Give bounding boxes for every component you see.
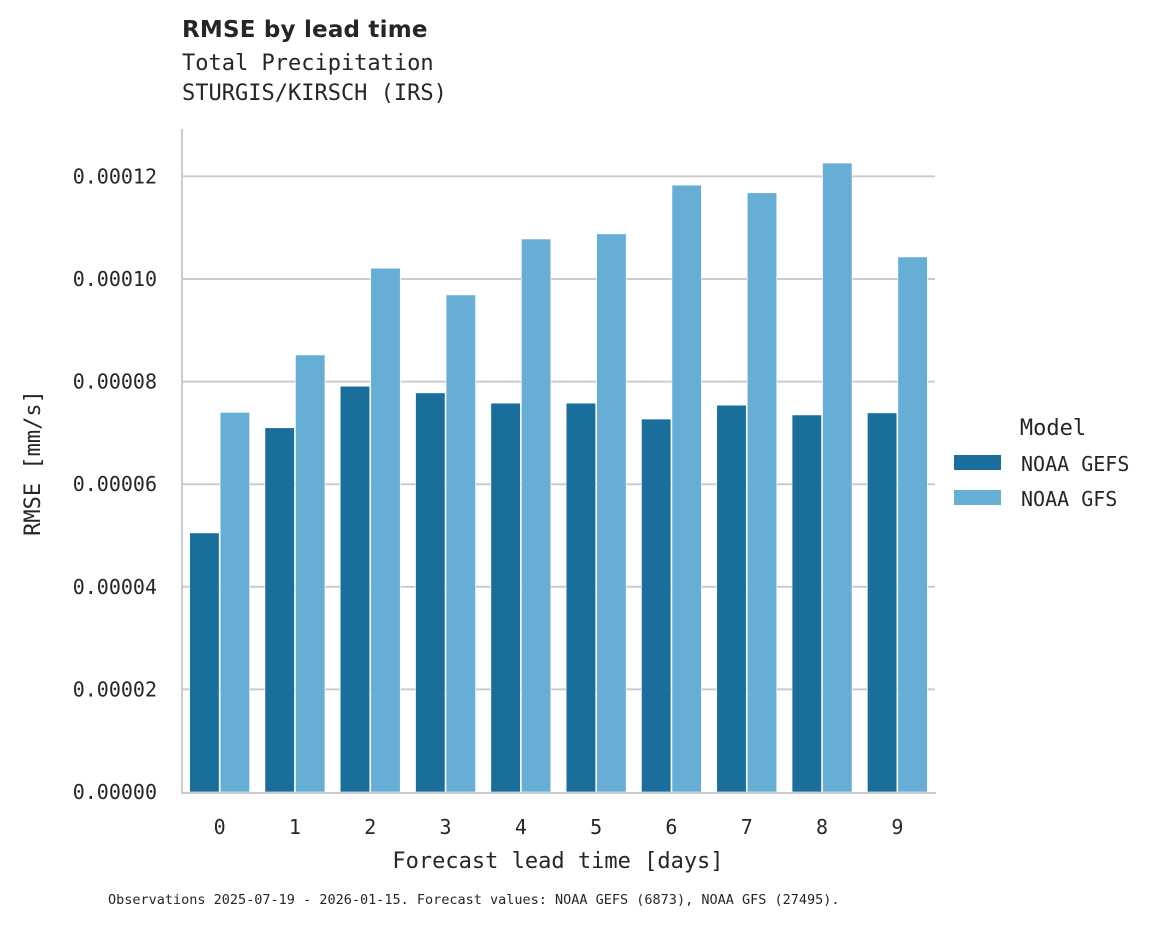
bar-noaa-gfs-lead-6 <box>671 184 702 793</box>
x-tick-label: 3 <box>440 815 452 839</box>
bar-noaa-gefs-lead-1 <box>264 427 295 793</box>
y-tick-label: 0.00012 <box>73 164 157 188</box>
x-tick-label: 4 <box>515 815 527 839</box>
x-tick-label: 0 <box>214 815 226 839</box>
legend-swatch-gefs <box>954 455 1001 470</box>
chart-title: RMSE by lead time <box>182 17 428 43</box>
bar-noaa-gfs-lead-7 <box>746 192 778 793</box>
bar-noaa-gefs-lead-2 <box>339 385 371 793</box>
bar-noaa-gefs-lead-4 <box>490 402 521 793</box>
bar-noaa-gfs-lead-3 <box>445 294 476 793</box>
x-tick-label: 1 <box>289 815 301 839</box>
bar-noaa-gfs-lead-4 <box>521 238 552 793</box>
bar-noaa-gfs-lead-1 <box>295 354 326 793</box>
y-tick-label: 0.00002 <box>73 677 157 701</box>
gridlines <box>182 175 935 691</box>
y-tick-label: 0.00010 <box>73 267 157 291</box>
legend-title: Model <box>1020 416 1086 441</box>
x-tick-label: 9 <box>891 815 903 839</box>
chart-caption: Observations 2025-07-19 - 2026-01-15. Fo… <box>108 892 840 908</box>
bar-noaa-gefs-lead-3 <box>415 392 446 793</box>
bar-noaa-gefs-lead-9 <box>867 412 898 793</box>
y-tick-label: 0.00004 <box>73 575 157 599</box>
x-tick-label: 6 <box>665 815 677 839</box>
chart-subtitle-variable: Total Precipitation <box>182 51 434 76</box>
bar-noaa-gefs-lead-7 <box>716 404 747 793</box>
bar-noaa-gefs-lead-5 <box>565 402 596 793</box>
chart-subtitle-station: STURGIS/KIRSCH (IRS) <box>182 81 447 106</box>
bar-noaa-gefs-lead-6 <box>641 418 672 793</box>
bar-noaa-gfs-lead-8 <box>822 162 853 793</box>
legend-label-gfs: NOAA GFS <box>1021 487 1117 511</box>
x-tick-label: 7 <box>741 815 753 839</box>
x-axis-ticks: 0 1 2 3 4 5 6 7 8 9 <box>214 815 904 839</box>
y-axis-ticks: 0.00000 0.00002 0.00004 0.00006 0.00008 0.000… <box>73 164 157 804</box>
y-axis-label: RMSE [mm/s] <box>21 390 46 536</box>
legend: Model NOAA GEFS NOAA GFS <box>954 416 1129 511</box>
y-tick-label: 0.00006 <box>73 472 157 496</box>
y-tick-label: 0.00008 <box>73 370 157 394</box>
x-axis-label: Forecast lead time [days] <box>392 849 723 874</box>
legend-label-gefs: NOAA GEFS <box>1021 452 1129 476</box>
y-tick-label: 0.00000 <box>73 780 157 804</box>
bar-noaa-gfs-lead-9 <box>897 256 928 793</box>
bar-noaa-gfs-lead-0 <box>219 412 250 793</box>
x-tick-label: 8 <box>816 815 828 839</box>
bars <box>189 162 928 793</box>
bar-noaa-gefs-lead-8 <box>791 414 822 793</box>
legend-swatch-gfs <box>954 490 1001 505</box>
x-tick-label: 2 <box>364 815 376 839</box>
bar-noaa-gefs-lead-0 <box>189 532 220 793</box>
bar-noaa-gfs-lead-5 <box>596 233 627 793</box>
bar-noaa-gfs-lead-2 <box>370 267 401 793</box>
x-tick-label: 5 <box>590 815 602 839</box>
